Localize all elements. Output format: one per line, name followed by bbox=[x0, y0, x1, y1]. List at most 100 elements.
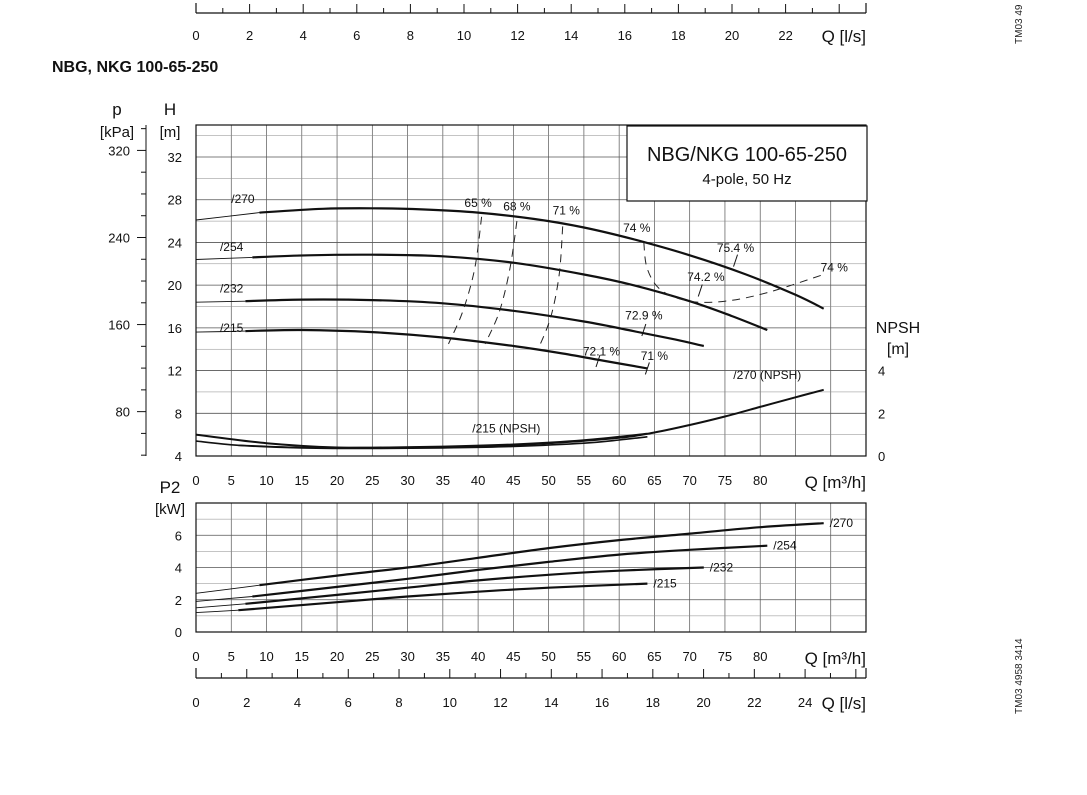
head-curve-thin-215 bbox=[195, 330, 246, 333]
efficiency-marker-label: 71 % bbox=[641, 349, 669, 363]
power-x-tick-label: 5 bbox=[228, 649, 235, 664]
power-x-tick-label: 55 bbox=[577, 649, 591, 664]
efficiency-marker bbox=[697, 284, 703, 297]
npsh-label: NPSH bbox=[876, 320, 920, 337]
flow_scale_bottom-tick-label: 6 bbox=[345, 695, 352, 710]
power-curve-label: /254 bbox=[773, 539, 797, 553]
power-x-tick-label: 35 bbox=[436, 649, 450, 664]
npsh-curve-label: /215 (NPSH) bbox=[472, 422, 540, 436]
head-ylabel: H bbox=[164, 100, 176, 119]
power-x-tick-label: 80 bbox=[753, 649, 767, 664]
power-curve-215 bbox=[238, 582, 648, 612]
npsh-tick-label: 0 bbox=[878, 449, 885, 464]
pressure-label: p bbox=[112, 100, 121, 119]
head-x-tick-label: 55 bbox=[577, 473, 591, 488]
power-x-tick-label: 45 bbox=[506, 649, 520, 664]
head-curve-270 bbox=[259, 207, 825, 310]
flow_scale_bottom-tick-label: 0 bbox=[192, 695, 199, 710]
pressure-unit: [kPa] bbox=[100, 124, 134, 141]
flow_scale_bottom-tick-label: 20 bbox=[696, 695, 710, 710]
flow_scale_top-tick-label: 6 bbox=[353, 28, 360, 43]
power-curve-thin-254 bbox=[195, 596, 253, 602]
flow_scale_bottom-tick-label: 4 bbox=[294, 695, 301, 710]
efficiency-line bbox=[643, 242, 824, 303]
power-x-tick-label: 0 bbox=[192, 649, 199, 664]
head-x-tick-label: 80 bbox=[753, 473, 767, 488]
power-ylabel: P2 bbox=[160, 478, 181, 497]
head-y-tick-label: 28 bbox=[168, 193, 182, 208]
head-x-tick-label: 10 bbox=[259, 473, 273, 488]
head-curve-label: /254 bbox=[220, 240, 244, 254]
flow_scale_top-tick-label: 8 bbox=[407, 28, 414, 43]
head-x-tick-label: 5 bbox=[228, 473, 235, 488]
npsh-tick-label: 4 bbox=[878, 364, 885, 379]
flow_scale_bottom-tick-label: 16 bbox=[595, 695, 609, 710]
head-x-tick-label: 40 bbox=[471, 473, 485, 488]
efficiency-label: 71 % bbox=[553, 204, 581, 218]
head-x-tick-label: 75 bbox=[718, 473, 732, 488]
pressure-tick-label: 240 bbox=[108, 230, 130, 245]
power-x-tick-label: 20 bbox=[330, 649, 344, 664]
head-curve-thin-270 bbox=[195, 212, 260, 221]
efficiency-marker-label: 74.2 % bbox=[687, 270, 725, 284]
flow_scale_top-tick-label: 2 bbox=[246, 28, 253, 43]
head-y-tick-label: 32 bbox=[168, 150, 182, 165]
power-y-tick-label: 4 bbox=[175, 561, 182, 576]
head-x-tick-label: 0 bbox=[192, 473, 199, 488]
head-subtitle: 4-pole, 50 Hz bbox=[702, 171, 791, 188]
head-x-tick-label: 50 bbox=[541, 473, 555, 488]
head-x-tick-label: 70 bbox=[682, 473, 696, 488]
head-curve-232 bbox=[245, 298, 705, 348]
efficiency-marker bbox=[595, 354, 601, 368]
power-x-tick-label: 70 bbox=[682, 649, 696, 664]
head-x-tick-label: 15 bbox=[295, 473, 309, 488]
flow_scale_bottom-tick-label: 18 bbox=[646, 695, 660, 710]
head-y-tick-label: 24 bbox=[168, 235, 182, 250]
efficiency-marker-label: 72.1 % bbox=[583, 345, 621, 359]
head-x-tick-label: 60 bbox=[612, 473, 626, 488]
efficiency-marker bbox=[644, 362, 650, 375]
head-x-tick-label: 25 bbox=[365, 473, 379, 488]
power-x-tick-label: 25 bbox=[365, 649, 379, 664]
flow_scale_top-tick-label: 18 bbox=[671, 28, 685, 43]
power-plot-frame bbox=[195, 502, 867, 633]
head-curve-label: /215 bbox=[220, 321, 244, 335]
flow_scale_top-tick-label: 4 bbox=[300, 28, 307, 43]
power-curve-254 bbox=[252, 544, 768, 598]
flow_scale_bottom-tick-label: 12 bbox=[493, 695, 507, 710]
head-title: NBG/NKG 100-65-250 bbox=[647, 144, 847, 166]
power-x-tick-label: 65 bbox=[647, 649, 661, 664]
flow_scale_top-tick-label: 0 bbox=[192, 28, 199, 43]
head-curve-254 bbox=[252, 253, 768, 332]
efficiency-label: 68 % bbox=[503, 199, 531, 213]
flow_scale_top-xlabel: Q [l/s] bbox=[822, 27, 866, 46]
head-curve-215 bbox=[245, 328, 648, 370]
head-curve-label: /270 bbox=[231, 192, 255, 206]
head-y-tick-label: 16 bbox=[168, 321, 182, 336]
npsh-curve bbox=[195, 388, 824, 449]
power-x-tick-label: 15 bbox=[295, 649, 309, 664]
head-y-tick-label: 12 bbox=[168, 364, 182, 379]
power-y-tick-label: 6 bbox=[175, 528, 182, 543]
head-x-tick-label: 45 bbox=[506, 473, 520, 488]
flow_scale_bottom-tick-label: 14 bbox=[544, 695, 558, 710]
head-y-tick-label: 8 bbox=[175, 406, 182, 421]
efficiency-line bbox=[484, 221, 518, 345]
power-x-tick-label: 30 bbox=[400, 649, 414, 664]
power-curve-label: /270 bbox=[830, 516, 854, 530]
head-curve-thin-232 bbox=[195, 300, 246, 303]
flow_scale_top-tick-label: 20 bbox=[725, 28, 739, 43]
power-curve-label: /215 bbox=[653, 577, 677, 591]
head-x-tick-label: 35 bbox=[436, 473, 450, 488]
head-title-box bbox=[626, 125, 868, 202]
power-y-tick-label: 0 bbox=[175, 625, 182, 640]
head-xlabel: Q [m³/h] bbox=[805, 473, 866, 492]
power-y-tick-label: 2 bbox=[175, 593, 182, 608]
power-curve-270 bbox=[259, 522, 824, 587]
npsh-tick-label: 2 bbox=[878, 406, 885, 421]
flow_scale_bottom-tick-label: 22 bbox=[747, 695, 761, 710]
power-curve-thin-232 bbox=[195, 603, 246, 609]
power-x-tick-label: 60 bbox=[612, 649, 626, 664]
head-y-tick-label: 20 bbox=[168, 278, 182, 293]
